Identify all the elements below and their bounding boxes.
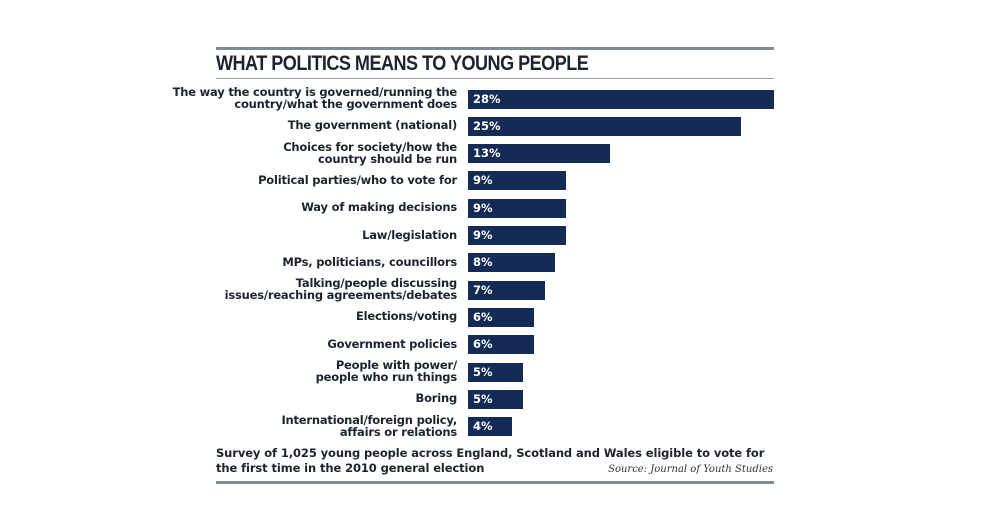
bar-category-label-line: Political parties/who to vote for <box>258 172 457 187</box>
bar-value-label: 9% <box>473 173 493 188</box>
bar-category-label: Law/legislation <box>157 229 457 241</box>
bar <box>468 389 523 409</box>
bar <box>468 89 774 109</box>
bar-category-label: Political parties/who to vote for <box>157 174 457 186</box>
bar-value-label: 4% <box>473 419 493 434</box>
bar-category-label: International/foreign policy, affairs or … <box>157 414 457 438</box>
bar-category-label-line: Government policies <box>327 336 457 351</box>
bar-value-label: 25% <box>473 118 501 133</box>
bar <box>468 362 523 382</box>
survey-note: Survey of 1,025 young people across Engl… <box>216 446 765 476</box>
bar <box>468 335 534 355</box>
bar-category-label: Choices for society/how the country shoul… <box>157 141 457 165</box>
bar-category-label-line: Way of making decisions <box>301 200 457 215</box>
bar-category-label-line: The way the country is governed/running … <box>172 85 458 99</box>
title-divider <box>216 78 774 79</box>
bar-category-label-line: Choices for society/how the <box>283 139 457 154</box>
bar <box>468 253 555 273</box>
bar-value-label: 5% <box>473 391 493 406</box>
bar-category-label-line: Talking/people discussing <box>295 276 457 291</box>
bar-category-label: People with power/people who run things <box>157 358 458 384</box>
bar-category-label-line: affairs or relations <box>339 424 457 439</box>
bar <box>468 171 566 191</box>
bar-value-label: 13% <box>473 146 501 161</box>
bar-category-label-line: MPs, politicians, councillors <box>282 254 457 269</box>
bar-category-label-line: International/foreign policy, <box>281 412 457 427</box>
bottom-rule <box>216 481 774 484</box>
bar-category-label: The government (national) <box>157 119 457 131</box>
bar <box>468 226 566 245</box>
chart-title: WHAT POLITICS MEANS TO YOUNG PEOPLE <box>216 52 589 75</box>
bar-category-label-line: people who run things <box>315 370 458 384</box>
bar-category-label-line: issues/reaching agreements/debates <box>224 288 458 303</box>
bar-category-label-line: country should be run <box>318 151 457 166</box>
bar <box>468 144 610 164</box>
bar-category-label-line: The government (national) <box>287 118 457 133</box>
bar <box>468 307 534 327</box>
top-rule <box>216 47 774 50</box>
bar-category-label: Talking/people discussing issues/reaching… <box>157 276 458 303</box>
bar-category-label-line: Boring <box>415 391 458 406</box>
bar-category-label: Government policies <box>157 338 457 350</box>
bar-value-label: 5% <box>473 364 493 379</box>
survey-note-line-2: the first time in the 2010 general elect… <box>216 461 485 475</box>
bar-value-label: 9% <box>473 200 493 215</box>
bar-value-label: 8% <box>473 255 493 270</box>
source-credit: Source: Journal of Youth Studies <box>608 464 773 475</box>
bar-category-label-line: Law/legislation <box>362 227 457 242</box>
bar-value-label: 6% <box>473 309 493 324</box>
bar-category-label-line: country/what the government does <box>234 97 457 111</box>
survey-note-line-1: Survey of 1,025 young people across Engl… <box>216 446 765 460</box>
bar-category-label: MPs, politicians, councillors <box>157 256 457 268</box>
bar-value-label: 6% <box>473 337 493 352</box>
bar <box>468 280 545 300</box>
bar-value-label: 7% <box>473 282 493 297</box>
bar-value-label: 9% <box>473 228 493 242</box>
bar-category-label-line: People with power/ <box>335 358 457 372</box>
bar-category-label: Boring <box>157 391 458 406</box>
bar <box>468 417 512 437</box>
bar <box>468 198 566 218</box>
bar-category-label-line: Elections/voting <box>355 309 457 324</box>
bar-category-label: Way of making decisions <box>157 201 457 213</box>
bar <box>468 116 741 136</box>
bar-category-label: The way the country is governed/running … <box>157 85 458 111</box>
bar-category-label: Elections/voting <box>157 310 457 322</box>
bar-value-label: 28% <box>473 91 501 106</box>
